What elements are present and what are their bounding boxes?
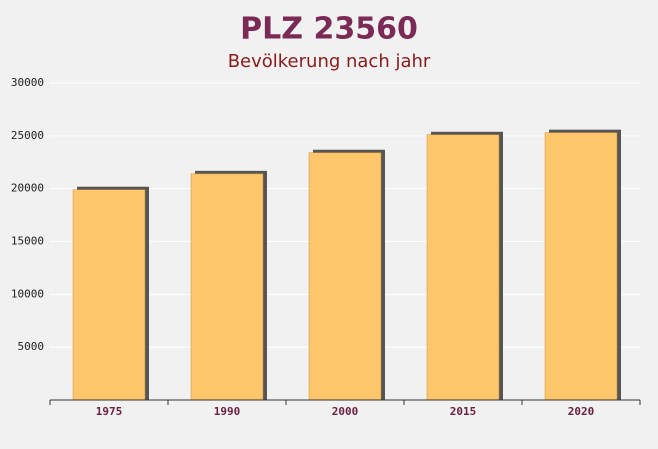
x-tick-label: 1990 (214, 405, 241, 418)
x-tick-label: 2000 (332, 405, 359, 418)
chart-subtitle: Bevölkerung nach jahr (228, 51, 431, 72)
bar (308, 152, 382, 401)
bar (72, 189, 146, 401)
y-tick-label: 5000 (18, 340, 45, 353)
y-tick-label: 10000 (11, 287, 44, 300)
y-tick-label: 25000 (11, 129, 44, 142)
chart-title: PLZ 23560 (240, 12, 418, 47)
x-tick-label: 2015 (450, 405, 477, 418)
y-tick-label: 15000 (11, 235, 44, 248)
bar (544, 132, 618, 401)
y-tick-label: 30000 (11, 76, 44, 89)
bar (190, 173, 264, 401)
x-tick-label: 2020 (568, 405, 595, 418)
y-tick-label: 20000 (11, 182, 44, 195)
bar (426, 134, 500, 401)
x-tick-label: 1975 (96, 405, 123, 418)
